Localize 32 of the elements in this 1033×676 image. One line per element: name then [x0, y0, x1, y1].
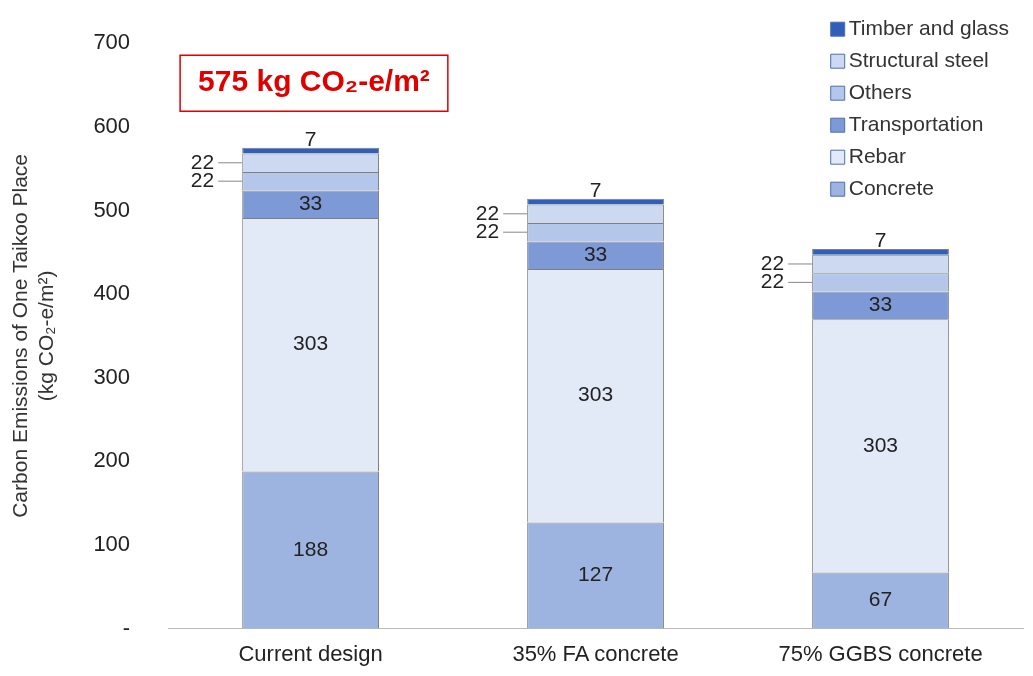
data-label: 7 [304, 126, 317, 150]
y-tick-label: 300 [93, 363, 131, 389]
y-tick-label: 200 [93, 447, 131, 473]
y-tick-label: 700 [93, 29, 131, 55]
legend-label: Rebar [848, 144, 906, 167]
y-tick-label: 100 [93, 531, 131, 557]
data-label: 7 [874, 227, 887, 251]
annotation: 575 kg CO₂-e/m² [198, 64, 430, 98]
x-tick-label: 75% GGBS concrete [778, 640, 983, 666]
data-label: 303 [578, 382, 614, 406]
y-tick-label: 500 [93, 196, 131, 222]
legend-label: Structural steel [848, 48, 989, 71]
x-tick-label: Current design [238, 640, 383, 666]
legend-label: Timber and glass [848, 16, 1010, 39]
data-label: 67 [868, 587, 893, 611]
y-tick-label: 400 [93, 280, 131, 306]
data-label: 7 [589, 177, 602, 201]
y-axis-title: Carbon Emissions of One Taikoo Place (kg CO₂-e/m²) [8, 153, 57, 518]
data-label: 188 [293, 536, 329, 560]
data-label: 303 [862, 432, 899, 456]
x-tick-label: 35% FA concrete [512, 640, 679, 666]
y-tick-label: - [122, 614, 131, 640]
data-label: 33 [583, 242, 608, 265]
data-label: 22 [190, 149, 215, 173]
legend-label: Others [848, 80, 912, 103]
y-tick-label: 600 [93, 112, 131, 138]
legend-label: Concrete [848, 176, 934, 199]
data-label: 33 [868, 292, 893, 316]
data-label: 303 [293, 331, 329, 355]
data-label: 33 [298, 190, 323, 214]
legend-label: Transportation [848, 112, 984, 135]
data-label: 127 [578, 562, 614, 586]
